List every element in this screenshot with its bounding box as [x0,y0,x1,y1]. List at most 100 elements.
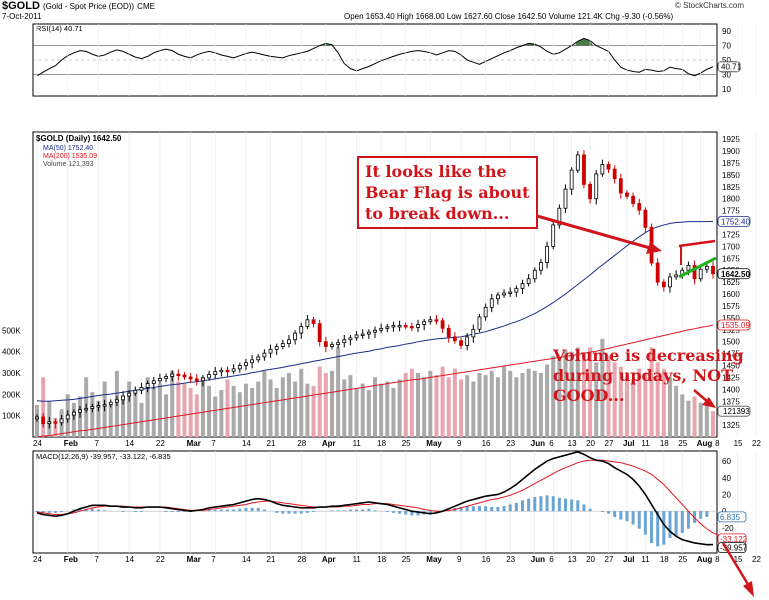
volume-bar [428,370,433,437]
x-tick-label: 16 [482,439,491,448]
price-tick-label: 1825 [722,183,740,192]
volume-bar [606,355,611,437]
price-tick-label: 1475 [722,350,740,359]
rsi-tick-label: 70 [722,42,731,51]
x-tick-label: 14 [242,439,251,448]
price-tick-label: 1900 [722,147,740,156]
candle-body [508,291,513,295]
candle-body [686,265,691,271]
candle-body [465,336,470,346]
candle-body [102,404,107,407]
ma200-line [36,324,714,438]
x-tick-label: 7 [94,555,99,564]
macd-histogram-bar [680,511,684,533]
candle-body [194,378,199,382]
candle-body [606,164,611,170]
x-tick-label: Jul [623,439,635,448]
candle-body [526,278,531,284]
ma50-line [36,220,714,402]
candle-body [53,421,58,424]
x-tick-label: 20 [586,439,595,448]
candle-body [545,245,549,263]
x-tick-label: 25 [402,439,411,448]
macd-histogram-bar [367,508,371,512]
x-tick-label: 14 [125,555,134,564]
annotation-line: to break down... [365,204,510,223]
candle-body [563,188,568,209]
candle-body [600,164,605,175]
volume-bar [526,368,531,437]
candle-body [434,319,439,322]
price-tag [717,268,751,280]
volume-bar [385,381,390,437]
macd-histogram-bar [428,511,432,515]
volume-bar [354,387,359,437]
x-tick-label: 9 [457,439,462,448]
macd-arrowhead [743,581,754,597]
candle-body [114,399,119,403]
volume-bar [299,368,304,437]
annotation-line: Volume is decreasing [553,346,744,365]
macd-histogram-bar [410,511,414,516]
macd-histogram-bar [625,511,629,522]
x-tick-label: 27 [605,439,614,448]
volume-bar [416,373,421,437]
price-tick-label: 1925 [722,135,740,144]
macd-histogram-bar [207,509,211,512]
macd-histogram-bar [643,511,647,535]
candle-body [698,268,703,280]
annotation-line: during updays, NOT [553,366,734,385]
macd-histogram-bar [256,507,260,512]
candle-body [704,265,709,270]
x-tick-label: 24 [33,439,42,448]
volume-bar [594,362,599,437]
volume-bar [268,379,273,437]
x-tick-label: Jul [623,555,635,564]
volume-bar [391,387,396,437]
candle-body [452,336,457,342]
volume-bar [655,362,660,437]
candle-body [231,368,236,372]
macd-histogram-bar [527,498,531,512]
candle-body [582,154,586,185]
candle-body [385,326,390,329]
candle-body [575,154,580,171]
candle-body [532,269,537,280]
x-tick-label: Jun [531,555,545,564]
candle-body [90,406,95,409]
macd-histogram-bar [299,511,303,514]
x-tick-label: Jun [531,439,545,448]
price-tick-label: 1375 [722,397,740,406]
candle-body [133,389,138,394]
candle-body [323,341,328,347]
candle-body [213,371,218,375]
price-tick-label: 1625 [722,278,740,287]
candle-body [317,323,322,343]
volume-bar [336,347,341,437]
candle-body [409,326,414,329]
macd-histogram-bar [262,509,266,512]
volume-bar [176,381,181,437]
candle-body [674,274,679,278]
macd-histogram-bar [219,509,223,512]
macd-histogram-bar [78,508,82,512]
x-tick-label: 14 [125,439,134,448]
macd-histogram-bar [508,504,512,512]
volume-tag [717,405,751,417]
macd-histogram-bar [293,511,297,514]
x-tick-label: 25 [402,555,411,564]
volume-bar [194,394,199,437]
macd-histogram-bar [656,511,660,547]
volume-bar [280,377,285,437]
ma200-legend: MA(200) 1535.09 [43,153,97,160]
volume-bar [538,373,543,437]
volume-bar [213,396,218,437]
annotation-line: GOOD... [553,386,625,405]
macd-tick-label: 60 [722,457,731,466]
macd-histogram-bar [520,500,524,512]
candle-body [71,411,76,416]
macd-value-tag [717,511,747,523]
volume-bar [483,375,488,437]
price-tick-label: 1875 [722,159,740,168]
volume-bar [293,381,298,437]
